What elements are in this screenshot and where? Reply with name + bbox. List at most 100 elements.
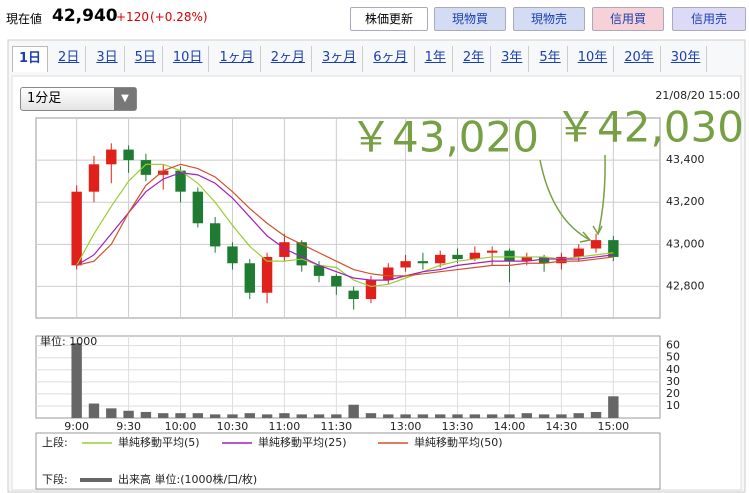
candle-body [417,261,429,264]
moving-average-line [76,172,614,281]
dropdown-arrow: ▼ [114,88,136,110]
x-tick-label: 13:00 [390,420,422,433]
interval-select[interactable]: 1分足 ▼ [20,87,137,111]
volume-bar [123,410,134,418]
period-tab[interactable]: 30年 [665,46,708,72]
candle-body [400,261,411,268]
period-tab[interactable]: 10日 [167,46,210,72]
annotation: ￥42,030 [555,103,744,152]
volume-bar [313,414,325,418]
volume-bar [556,414,567,418]
sell-button[interactable]: 現物売 [513,7,585,31]
date-label: 21/08/20 15:00 [655,89,740,102]
volume-bar [158,413,169,418]
volume-bar [140,411,152,418]
volume-bar [244,413,255,418]
moving-average-line [76,163,614,288]
candle-body [244,263,255,293]
volume-bar [88,403,100,418]
candle-body [88,164,100,192]
volume-bar [590,411,602,418]
period-tab[interactable]: 3年 [495,46,530,72]
candle-body [296,242,307,266]
candle-body [140,160,152,175]
candle-body [383,267,394,281]
period-tab[interactable]: 6ヶ月 [367,46,415,72]
change-pct: (+0.28%) [150,10,208,24]
x-tick-label: 10:00 [165,420,197,433]
volume-bar [400,414,411,418]
interval-value: 1分足 [27,91,62,106]
volume-unit: 単位: 1000 [40,334,97,348]
period-tab[interactable]: 20年 [618,46,661,72]
candle-body [192,191,204,224]
x-tick-label: 9:30 [116,420,141,433]
y-tick-label: 42,800 [666,279,705,292]
margin-sell-button[interactable]: 信用売 [672,7,746,31]
legend-entry: 単純移動平均(25) [258,435,347,449]
period-tab[interactable]: 1年 [419,46,453,72]
candle-body [227,246,238,264]
x-tick-label: 15:00 [597,420,629,433]
y-tick-label: 43,200 [666,195,705,208]
volume-pane [35,335,661,419]
period-tab[interactable]: 3ヶ月 [316,46,364,72]
period-tab[interactable]: 5年 [533,46,568,72]
candle-body [435,254,446,264]
annotation: ￥43,020 [350,113,539,162]
volume-bar [365,413,377,418]
legend-entry: 出来高 単位:(1000株/口/枚) [118,472,257,486]
annotation-arrow [539,159,591,241]
x-tick-label: 14:00 [494,420,526,433]
candle-body [106,149,117,165]
candle-body [452,254,463,260]
period-tab[interactable]: 5日 [129,46,163,72]
period-tab[interactable]: 1ヶ月 [213,46,261,72]
volume-bar [175,413,186,418]
annotation-arrow [597,154,606,235]
y-tick-label: 50 [666,351,680,364]
candle-body [209,223,221,247]
y-tick-label: 40 [666,363,680,376]
volume-bar [71,343,82,418]
candle-body [608,240,619,257]
volume-bar [521,413,532,418]
volume-bar [279,413,290,418]
volume-bar [227,414,238,418]
candle-body [158,170,169,175]
x-tick-label: 14:30 [546,420,578,433]
candle-body [348,290,359,300]
buy-button[interactable]: 現物買 [434,7,506,31]
annotation-arrow [579,231,592,243]
volume-bar [608,396,619,418]
volume-bar [435,414,446,418]
candle-body [279,242,290,257]
volume-bar [209,414,221,418]
candle-body [365,280,377,300]
period-tab[interactable]: 3日 [90,46,125,72]
x-tick-label: 10:30 [217,420,249,433]
y-tick-label: 60 [666,339,680,352]
candle-body [313,265,325,276]
period-tab[interactable]: 2日 [52,46,87,72]
volume-bar [504,414,515,418]
period-tab[interactable]: 10年 [572,46,615,72]
candle-body [175,170,186,192]
refresh-button[interactable]: 株価更新 [350,7,428,31]
period-tab[interactable]: 2ヶ月 [265,46,312,72]
margin-buy-button[interactable]: 信用買 [592,7,664,31]
period-tab[interactable]: 2年 [457,46,492,72]
period-tab[interactable]: 1日 [12,46,49,72]
header-label: 現在値 [6,12,43,26]
volume-bar [573,413,584,418]
legend-label: 下段: [42,472,68,486]
change: +120 [116,10,149,24]
candle-body [261,256,273,293]
volume-bar [331,414,342,418]
legend-entry: 単純移動平均(5) [118,435,200,449]
volume-bar [452,414,463,418]
x-tick-label: 9:00 [64,420,89,433]
volume-bar [192,413,204,418]
volume-bar [296,414,307,418]
